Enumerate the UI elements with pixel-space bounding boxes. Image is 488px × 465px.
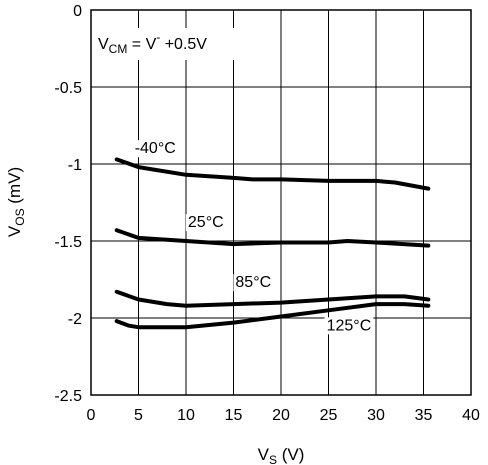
y-tick-label-2: -1: [68, 157, 82, 174]
x-axis-label-base: V: [258, 445, 270, 464]
annotation-base: V: [98, 36, 109, 53]
annotation-background: [95, 28, 245, 60]
series-label-0: -40°C: [135, 140, 176, 157]
series-label-3: 125°C: [327, 317, 372, 334]
x-tick-label-0: 0: [87, 407, 96, 424]
x-tick-label-8: 40: [462, 407, 480, 424]
x-tick-label-5: 25: [320, 407, 338, 424]
x-tick-labels: 0 5 10 15 20 25 30 35 40: [87, 407, 480, 424]
x-tick-label-3: 15: [225, 407, 243, 424]
annotation-sub: CM: [109, 42, 128, 56]
y-tick-label-4: -2: [68, 311, 82, 328]
series-label-group-0: -40°C: [132, 140, 178, 158]
series-label-bg-3: [324, 317, 374, 335]
y-tick-label-1: -0.5: [54, 80, 82, 97]
vcm-annotation: VCM = V- +0.5V: [98, 30, 207, 56]
series-label-group-2: 85°C: [233, 274, 274, 292]
x-tick-label-2: 10: [177, 407, 195, 424]
series-line-3: [114, 302, 431, 330]
x-axis-label-unit: (V): [277, 445, 304, 464]
series-line-1: [114, 228, 431, 248]
series-line-2: [114, 289, 431, 308]
y-tick-labels: 0 -0.5 -1 -1.5 -2 -2.5: [54, 3, 82, 405]
series-line-0: [114, 157, 431, 191]
y-axis-label-base: V: [5, 225, 24, 237]
annotation-middle: = V: [127, 36, 156, 53]
x-tick-label-6: 30: [367, 407, 385, 424]
annotation-sup: -: [156, 30, 160, 44]
series-label-1: 25°C: [188, 214, 224, 231]
series-label-group-1: 25°C: [185, 214, 226, 232]
x-tick-label-1: 5: [134, 407, 143, 424]
x-axis-label: VS (V): [258, 445, 305, 465]
plot-frame: [90, 9, 472, 396]
y-tick-label-3: -1.5: [54, 234, 82, 251]
y-axis-label-unit: (mV): [5, 167, 24, 209]
series-label-bg-2: [233, 274, 274, 292]
y-tick-label-0: 0: [73, 3, 82, 20]
y-tick-label-5: -2.5: [54, 388, 82, 405]
x-tick-label-7: 35: [415, 407, 433, 424]
series-lines: [114, 157, 431, 330]
series-label-bg-0: [132, 140, 178, 158]
series-label-bg-1: [185, 214, 226, 232]
series-label-group-3: 125°C: [324, 317, 374, 335]
x-axis-label-sub: S: [269, 453, 277, 465]
annotation-tail: +0.5V: [160, 36, 207, 53]
y-axis-label-sub: OS: [13, 208, 27, 225]
y-axis-label: VOS (mV): [5, 167, 27, 237]
x-tick-label-4: 20: [272, 407, 290, 424]
grid-lines: [91, 10, 471, 395]
series-label-2: 85°C: [235, 274, 271, 291]
series-labels: -40°C 25°C 85°C 125°C: [132, 140, 374, 335]
